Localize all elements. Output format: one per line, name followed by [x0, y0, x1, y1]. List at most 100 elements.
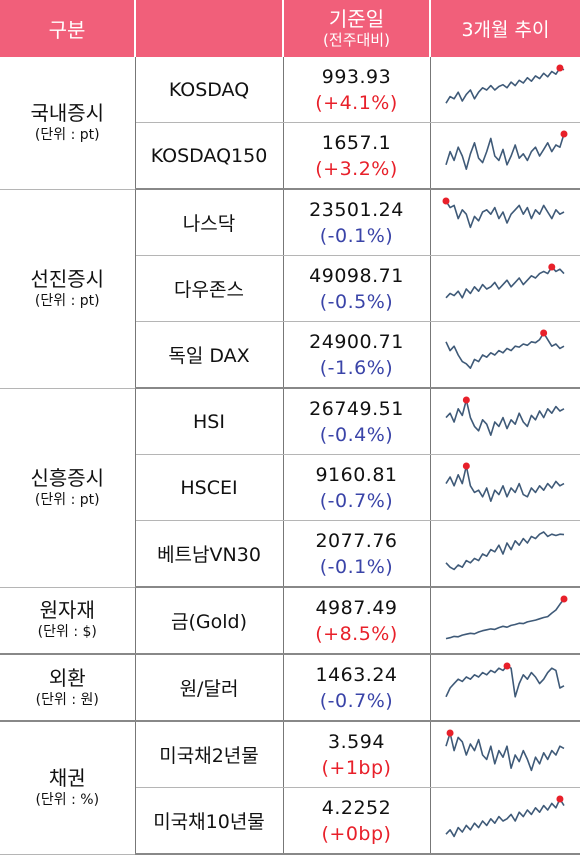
- trend-line: [445, 200, 565, 228]
- trend-cell: [430, 454, 580, 521]
- weekly-change: (+1bp): [321, 756, 392, 779]
- trend-cell: [430, 520, 580, 588]
- instrument-name: 베트남VN30: [135, 520, 284, 588]
- instrument-value: 993.93: [321, 65, 392, 88]
- weekly-change: (-0.1%): [319, 224, 394, 247]
- trend-high-marker: [548, 263, 556, 270]
- instrument-value: 49098.71: [309, 264, 404, 287]
- group-cell: 외환 (단위 : 원): [0, 654, 136, 722]
- header-wow-label: (전주대비): [323, 30, 390, 49]
- value-cell: 4.2252 (+0bp): [283, 787, 431, 855]
- weekly-change: (+0bp): [321, 822, 392, 845]
- trend-high-marker: [540, 329, 548, 336]
- table-row: KOSDAQ150 1657.1 (+3.2%): [0, 122, 580, 190]
- table-row: 신흥증시 (단위 : pt) HSI 26749.51 (-0.4%): [0, 388, 580, 588]
- group-cell: 채권 (단위 : %): [0, 721, 136, 855]
- table-row: 미국채10년물 4.2252 (+0bp): [0, 787, 580, 855]
- value-cell: 993.93 (+4.1%): [283, 57, 431, 123]
- value-cell: 3.594 (+1bp): [283, 721, 431, 788]
- trend-cell: [430, 189, 580, 256]
- group-cell: 원자재 (단위 : $): [0, 587, 136, 655]
- trend-line: [446, 598, 565, 639]
- weekly-change: (-0.5%): [319, 290, 394, 313]
- trend-high-marker: [556, 64, 564, 71]
- trend-cell: [430, 57, 580, 123]
- value-cell: 4987.49 (+8.5%): [283, 587, 431, 655]
- trend-high-marker: [446, 729, 454, 736]
- trend-sparkline: [445, 795, 565, 837]
- trend-line: [445, 66, 565, 104]
- group-unit: (단위 : 원): [35, 691, 99, 708]
- header-category: 구분: [0, 0, 136, 57]
- instrument-name: 미국채2년물: [135, 721, 284, 788]
- instrument-value: 2077.76: [315, 529, 398, 552]
- group-name: 국내증시: [30, 100, 105, 125]
- group-name: 채권: [48, 765, 86, 790]
- trend-sparkline: [445, 662, 565, 698]
- trend-high-marker: [556, 795, 564, 802]
- trend-line: [445, 731, 565, 771]
- group-cell: 선진증시 (단위 : pt): [0, 189, 136, 389]
- trend-high-marker: [463, 462, 471, 469]
- value-cell: 9160.81 (-0.7%): [283, 454, 431, 521]
- group-unit: (단위 : %): [35, 791, 100, 808]
- trend-high-marker: [463, 396, 471, 403]
- instrument-name: 원/달러: [135, 654, 284, 722]
- value-cell: 1657.1 (+3.2%): [283, 122, 431, 190]
- value-cell: 24900.71 (-1.6%): [283, 321, 431, 389]
- value-cell: 26749.51 (-0.4%): [283, 388, 431, 455]
- group-unit: (단위 : pt): [34, 491, 100, 508]
- instrument-name: 독일 DAX: [135, 321, 284, 389]
- table-row: 채권 (단위 : %) 미국채2년물 3.594 (+1bp): [0, 721, 580, 855]
- table-row: 원자재 (단위 : $) 금(Gold) 4987.49 (+8.5%): [0, 587, 580, 655]
- instrument-value: 9160.81: [315, 463, 398, 486]
- header-base-date-label: 기준일: [328, 6, 385, 31]
- trend-line: [445, 265, 565, 299]
- weekly-change: (-0.7%): [319, 689, 394, 712]
- value-cell: 2077.76 (-0.1%): [283, 520, 431, 588]
- trend-sparkline: [442, 197, 565, 228]
- instrument-name: 나스닥: [135, 189, 284, 256]
- weekly-change: (-1.6%): [319, 356, 394, 379]
- weekly-change: (+4.1%): [315, 91, 398, 114]
- weekly-change: (+8.5%): [315, 622, 398, 645]
- instrument-name: KOSDAQ: [135, 57, 284, 123]
- table-body: 국내증시 (단위 : pt) KOSDAQ 993.93 (+4.1%) KOSDAQ15…: [0, 57, 580, 855]
- group-name: 신흥증시: [30, 465, 105, 490]
- group-unit: (단위 : pt): [34, 126, 100, 143]
- trend-sparkline: [446, 595, 568, 639]
- trend-high-marker: [442, 197, 450, 204]
- instrument-name: KOSDAQ150: [135, 122, 284, 190]
- value-cell: 1463.24 (-0.7%): [283, 654, 431, 722]
- instrument-value: 23501.24: [309, 198, 404, 221]
- trend-sparkline: [445, 329, 565, 369]
- instrument-name: HSI: [135, 388, 284, 455]
- weekly-change: (-0.7%): [319, 489, 394, 512]
- instrument-name: 금(Gold): [135, 587, 284, 655]
- table-row: HSCEI 9160.81 (-0.7%): [0, 454, 580, 521]
- trend-sparkline: [445, 462, 565, 502]
- trend-line: [445, 530, 565, 570]
- weekly-change: (-0.4%): [319, 423, 394, 446]
- trend-cell: [430, 321, 580, 389]
- trend-cell: [430, 388, 580, 455]
- trend-sparkline: [445, 64, 565, 104]
- table-row: 독일 DAX 24900.71 (-1.6%): [0, 321, 580, 389]
- trend-sparkline: [445, 130, 568, 170]
- trend-sparkline: [445, 530, 565, 570]
- trend-cell: [430, 587, 580, 655]
- table-row: 다우존스 49098.71 (-0.5%): [0, 255, 580, 322]
- trend-cell: [430, 255, 580, 322]
- value-cell: 23501.24 (-0.1%): [283, 189, 431, 256]
- instrument-value: 4.2252: [321, 796, 392, 819]
- trend-high-marker: [560, 130, 568, 137]
- table-row: 선진증시 (단위 : pt) 나스닥 23501.24 (-0.1%): [0, 189, 580, 389]
- trend-sparkline: [445, 729, 565, 771]
- group-unit: (단위 : $): [37, 624, 97, 641]
- trend-line: [445, 797, 565, 837]
- instrument-name: 미국채10년물: [135, 787, 284, 855]
- table-row: 국내증시 (단위 : pt) KOSDAQ 993.93 (+4.1%): [0, 57, 580, 190]
- weekly-change: (-0.1%): [319, 555, 394, 578]
- trend-cell: [430, 721, 580, 788]
